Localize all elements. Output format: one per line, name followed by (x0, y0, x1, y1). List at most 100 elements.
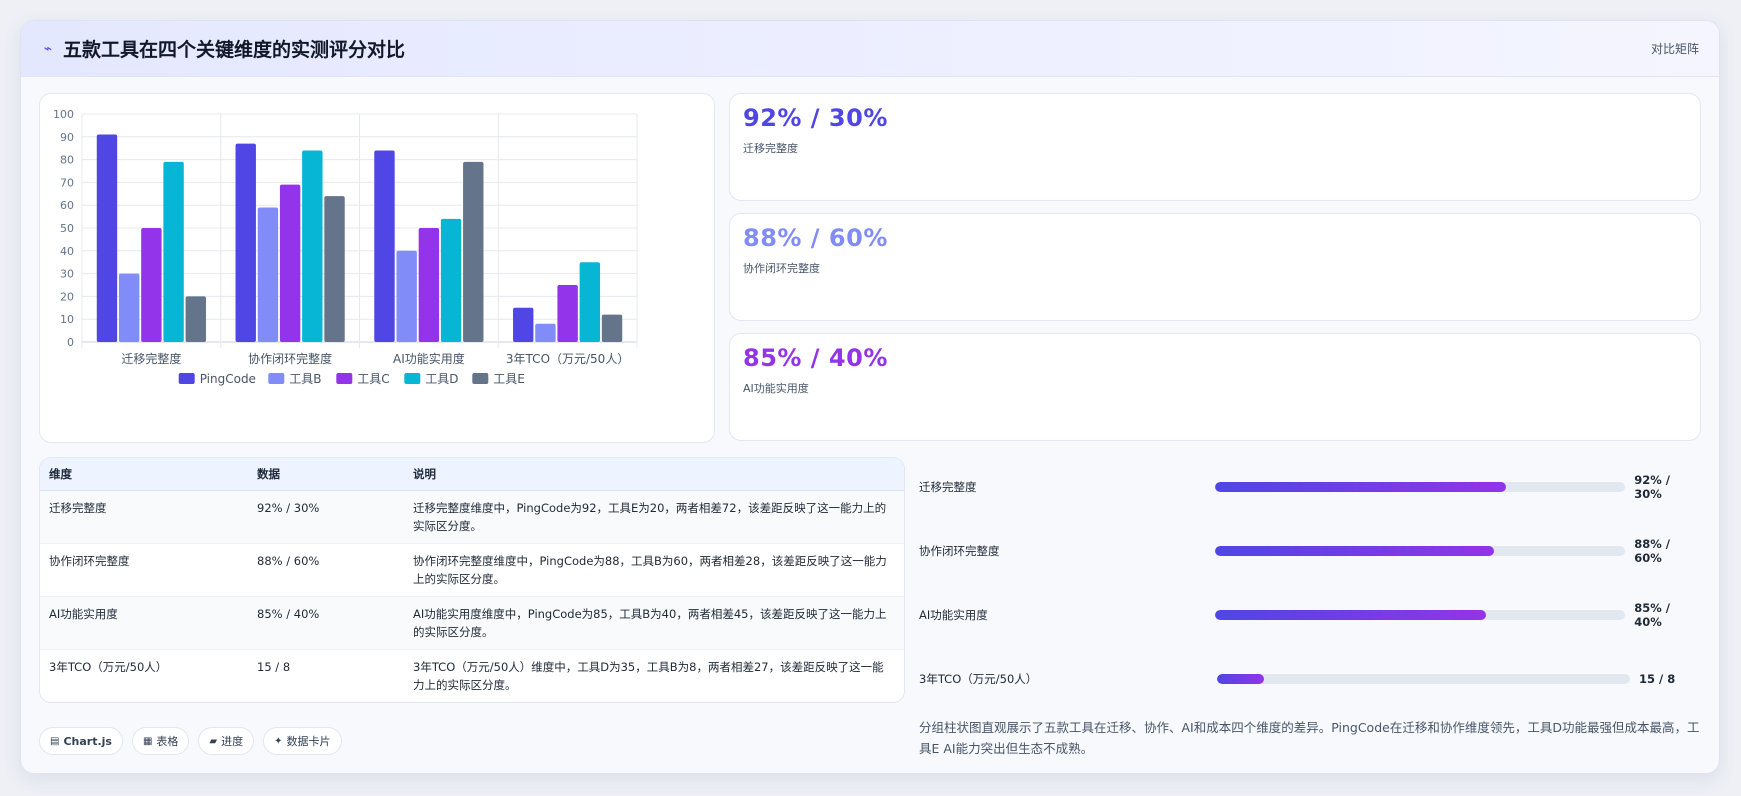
bar (96, 134, 118, 342)
progress-value: 88% / 60% (1634, 537, 1670, 565)
table-row: 3年TCO（万元/50人） 15 / 8 3年TCO（万元/50人）维度中，工具… (40, 649, 904, 702)
progress-fill (1214, 610, 1486, 620)
y-tick-label: 10 (60, 313, 74, 326)
y-tick-label: 50 (60, 222, 74, 235)
bar (118, 273, 140, 342)
table-cell: 迁移完整度维度中，PingCode为92，工具E为20，两者相差72，该差距反映… (404, 490, 904, 544)
tag-data-card[interactable]: ✦ 数据卡片 (263, 727, 342, 755)
title-wrap: ⌁ 五款工具在四个关键维度的实测评分对比 (41, 35, 405, 62)
legend-label: 工具D (425, 372, 458, 386)
progress-fill (1217, 674, 1265, 684)
x-tick-label: 协作闭环完整度 (248, 351, 332, 366)
table-row: AI功能实用度 85% / 40% AI功能实用度维度中，PingCode为85… (40, 596, 904, 650)
matrix-label: 对比矩阵 (1650, 42, 1699, 56)
table-row: 迁移完整度 92% / 30% 迁移完整度维度中，PingCode为92，工具E… (40, 490, 904, 544)
chart-icon: ▤ (50, 735, 60, 747)
bar (396, 250, 417, 342)
y-tick-label: 30 (60, 268, 74, 281)
table-cell: 迁移完整度 (40, 490, 248, 544)
progress-row: 3年TCO（万元/50人） 15 / 8 (919, 669, 1701, 689)
progress-value: 85% / 40% (1634, 601, 1670, 629)
legend-label: PingCode (200, 372, 256, 386)
y-tick-label: 90 (60, 131, 74, 144)
lightning-icon: ⌁ (43, 40, 53, 57)
bar (374, 150, 395, 342)
progress-row: 协作闭环完整度 88% / 60% (919, 537, 1701, 565)
legend-swatch (268, 373, 285, 384)
progress-label: 迁移完整度 (919, 480, 977, 494)
legend-swatch (472, 373, 489, 384)
table-cell: AI功能实用度维度中，PingCode为85，工具B为40，两者相差45，该差距… (404, 596, 904, 650)
bar (601, 314, 623, 342)
x-tick-label: AI功能实用度 (393, 351, 465, 366)
tag-list: ▤ Chart.js ▦ 表格 ▰ 进度 ✦ 数据卡片 (39, 727, 342, 755)
table-header-data: 数据 (248, 458, 404, 491)
progress-row: AI功能实用度 85% / 40% (919, 601, 1701, 629)
data-table-panel: 维度 数据 说明 迁移完整度 92% / 30% 迁移完整度维度中，PingCo… (39, 457, 905, 703)
stat-label: 迁移完整度 (743, 142, 798, 155)
table-cell: 协作闭环完整度 (40, 543, 248, 597)
tag-label: 进度 (221, 735, 244, 748)
legend-label: 工具B (289, 372, 321, 386)
table-header-dimension: 维度 (40, 458, 248, 491)
y-tick-label: 100 (53, 108, 74, 121)
progress-value: 15 / 8 (1639, 672, 1676, 686)
progress-track (1214, 610, 1626, 620)
progress-track (1214, 482, 1626, 492)
legend-swatch (404, 373, 421, 384)
progress-label: AI功能实用度 (919, 608, 988, 622)
stat-label: 协作闭环完整度 (743, 262, 820, 275)
stat-value: 88% / 60% (743, 224, 888, 252)
tag-table[interactable]: ▦ 表格 (131, 727, 190, 755)
bar (302, 150, 323, 342)
stat-card-migration: 92% / 30% 迁移完整度 (729, 93, 1701, 201)
y-tick-label: 70 (60, 176, 74, 189)
progress-fill (1214, 546, 1494, 556)
table-cell: 85% / 40% (248, 596, 404, 650)
progress-label: 3年TCO（万元/50人） (919, 672, 1038, 686)
summary-text: 分组柱状图直观展示了五款工具在迁移、协作、AI和成本四个维度的差异。PingCo… (919, 720, 1700, 756)
card-header: ⌁ 五款工具在四个关键维度的实测评分对比 对比矩阵 (21, 21, 1719, 77)
tag-progress[interactable]: ▰ 进度 (198, 727, 255, 755)
x-tick-label: 3年TCO（万元/50人） (506, 352, 629, 366)
legend-swatch (178, 373, 195, 384)
comparison-card: ⌁ 五款工具在四个关键维度的实测评分对比 对比矩阵 0 10 20 30 40 50 60 7… (20, 20, 1720, 774)
x-tick-label: 迁移完整度 (121, 351, 181, 366)
stat-card-collaboration: 88% / 60% 协作闭环完整度 (729, 213, 1701, 321)
tag-label: 数据卡片 (286, 735, 331, 748)
bar-chart-panel: 0 10 20 30 40 50 60 70 80 90 100 迁移完整度 协作闭环完整度 AI功能实用… (39, 93, 715, 443)
table-cell: 92% / 30% (248, 490, 404, 544)
y-tick-label: 60 (60, 199, 74, 212)
bar-chart: 0 10 20 30 40 50 60 70 80 90 100 迁移完整度 协作闭环完整度 AI功能实用… (53, 108, 638, 386)
tag-label: Chart.js (63, 734, 112, 748)
stat-label: AI功能实用度 (743, 382, 809, 395)
bar (279, 184, 301, 342)
sparkle-icon: ✦ (274, 735, 283, 747)
table-header-description: 说明 (404, 458, 904, 491)
bar (557, 285, 578, 342)
table-cell: 3年TCO（万元/50人） (49, 659, 168, 674)
progress-icon: ▰ (209, 735, 218, 747)
stat-value: 92% / 30% (743, 104, 888, 132)
y-tick-label: 40 (60, 245, 74, 258)
progress-value: 92% / 30% (1634, 473, 1670, 501)
y-tick-label: 0 (67, 336, 74, 349)
table-cell: 15 / 8 (257, 659, 291, 674)
progress-track (1217, 674, 1630, 684)
bar (579, 262, 601, 342)
tag-chartjs[interactable]: ▤ Chart.js (39, 727, 123, 755)
legend-label: 工具E (493, 372, 525, 386)
bar (324, 196, 345, 342)
bar (418, 228, 440, 342)
progress-track (1214, 546, 1626, 556)
bar (440, 218, 462, 342)
bar (463, 161, 484, 342)
table-cell: 协作闭环完整度维度中，PingCode为88，工具B为60，两者相差28，该差距… (404, 543, 904, 597)
bar (535, 323, 556, 342)
table-cell: AI功能实用度 (40, 596, 248, 650)
progress-fill (1214, 482, 1507, 492)
stat-card-ai: 85% / 40% AI功能实用度 (729, 333, 1701, 441)
bar (163, 161, 184, 342)
bar (513, 307, 534, 342)
tag-label: 表格 (156, 735, 179, 748)
